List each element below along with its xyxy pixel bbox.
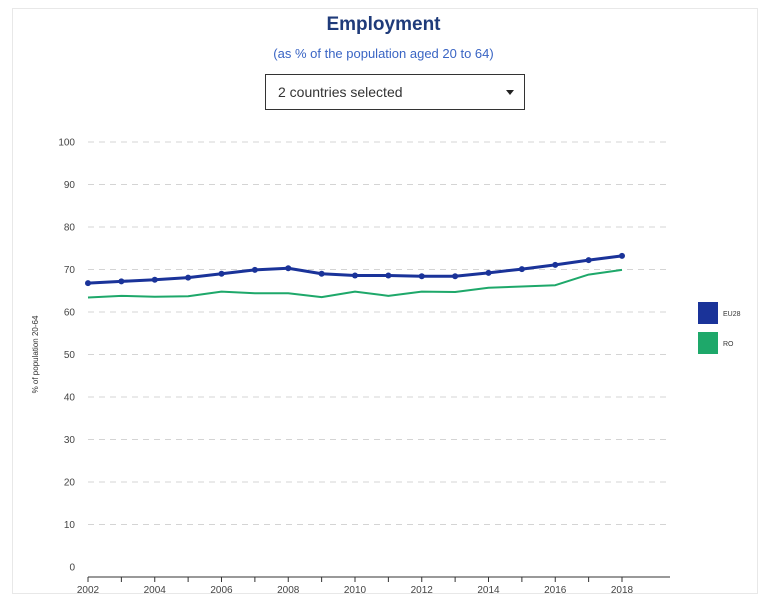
legend-label-eu28: EU28 — [723, 311, 741, 318]
y-tick-label: 70 — [64, 265, 76, 276]
dropdown-label: 2 countries selected — [278, 84, 403, 100]
y-tick-label: 10 — [64, 520, 76, 531]
y-tick-label: 80 — [64, 223, 76, 234]
data-point — [251, 266, 258, 273]
y-tick-label: 90 — [64, 180, 76, 191]
data-point — [151, 276, 158, 283]
caret-down-icon — [506, 90, 514, 95]
data-point — [385, 272, 392, 279]
x-tick-label: 2004 — [144, 585, 167, 596]
series-line-ro — [87, 268, 623, 299]
x-tick-label: 2018 — [611, 585, 634, 596]
x-tick-label: 2010 — [344, 585, 367, 596]
data-point — [619, 252, 625, 259]
x-tick-label: 2006 — [210, 585, 233, 596]
data-point — [352, 272, 358, 279]
x-tick-label: 2014 — [477, 585, 500, 596]
y-tick-label: 40 — [64, 393, 76, 404]
data-point — [452, 273, 459, 280]
data-point — [552, 261, 559, 268]
y-tick-label: 60 — [64, 308, 76, 319]
chart-subtitle: (as % of the population aged 20 to 64) — [273, 46, 494, 61]
data-point — [485, 269, 492, 276]
chart-title: Employment — [326, 14, 441, 35]
x-tick-label: 2012 — [411, 585, 434, 596]
country-select-dropdown[interactable]: 2 countries selected — [265, 74, 525, 110]
data-point — [318, 270, 325, 277]
data-point — [85, 280, 91, 287]
y-tick-label: 0 — [69, 563, 75, 574]
x-tick-label: 2008 — [277, 585, 300, 596]
data-point — [218, 270, 225, 277]
data-point — [185, 274, 192, 281]
y-tick-label: 50 — [64, 350, 76, 361]
data-point — [418, 273, 425, 280]
data-point — [285, 265, 292, 272]
legend-swatch-ro — [698, 332, 718, 354]
x-tick-label: 2016 — [544, 585, 567, 596]
y-tick-label: 20 — [64, 478, 76, 489]
y-tick-label: 100 — [58, 138, 75, 149]
y-tick-label: 30 — [64, 435, 76, 446]
y-axis-label: % of population 20-64 — [31, 315, 40, 393]
chart-frame — [12, 8, 758, 594]
legend-label-ro: RO — [723, 341, 734, 348]
x-tick-label: 2002 — [77, 585, 100, 596]
data-point — [518, 266, 525, 273]
data-point — [118, 278, 125, 285]
data-point — [585, 257, 592, 264]
legend-swatch-eu28 — [698, 302, 718, 324]
